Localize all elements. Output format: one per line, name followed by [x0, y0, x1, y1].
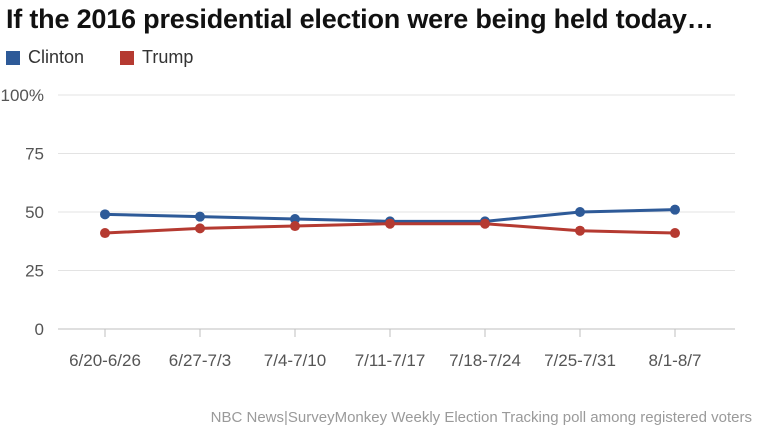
y-tick-label: 100%	[1, 86, 44, 105]
legend: Clinton Trump	[6, 47, 229, 68]
x-tick-label: 6/27-7/3	[169, 351, 231, 370]
data-point-trump	[290, 221, 300, 232]
data-point-trump	[480, 218, 490, 229]
data-point-trump	[575, 225, 585, 236]
data-point-clinton	[575, 207, 585, 217]
legend-label-trump: Trump	[142, 47, 194, 67]
data-point-trump	[100, 228, 110, 239]
y-tick-label: 75	[25, 145, 44, 164]
x-tick-label: 7/11-7/17	[355, 351, 426, 370]
source-note: NBC News|SurveyMonkey Weekly Election Tr…	[210, 409, 752, 426]
data-point-clinton	[195, 211, 205, 222]
data-point-clinton	[290, 214, 300, 225]
legend-item-trump: Trump	[120, 47, 193, 68]
x-tick-label: 7/25-7/31	[544, 351, 616, 370]
legend-swatch-clinton	[6, 50, 20, 65]
y-tick-label: 50	[25, 203, 44, 222]
x-tick-label: 6/20-6/26	[69, 351, 141, 370]
data-point-clinton	[670, 204, 680, 215]
data-point-clinton	[100, 209, 110, 220]
chart-title: If the 2016 presidential election were b…	[6, 4, 714, 34]
x-tick-label: 7/18-7/24	[449, 351, 521, 370]
data-point-trump	[195, 223, 205, 234]
legend-swatch-trump	[120, 50, 135, 65]
y-tick-label: 25	[25, 262, 44, 281]
x-tick-label: 8/1-8/7	[649, 351, 702, 370]
legend-label-clinton: Clinton	[28, 47, 85, 67]
x-tick-label: 7/4-7/10	[264, 351, 326, 370]
legend-item-clinton: Clinton	[6, 47, 84, 68]
data-point-trump	[670, 228, 680, 239]
data-point-trump	[385, 218, 395, 229]
y-tick-label: 0	[35, 320, 44, 339]
